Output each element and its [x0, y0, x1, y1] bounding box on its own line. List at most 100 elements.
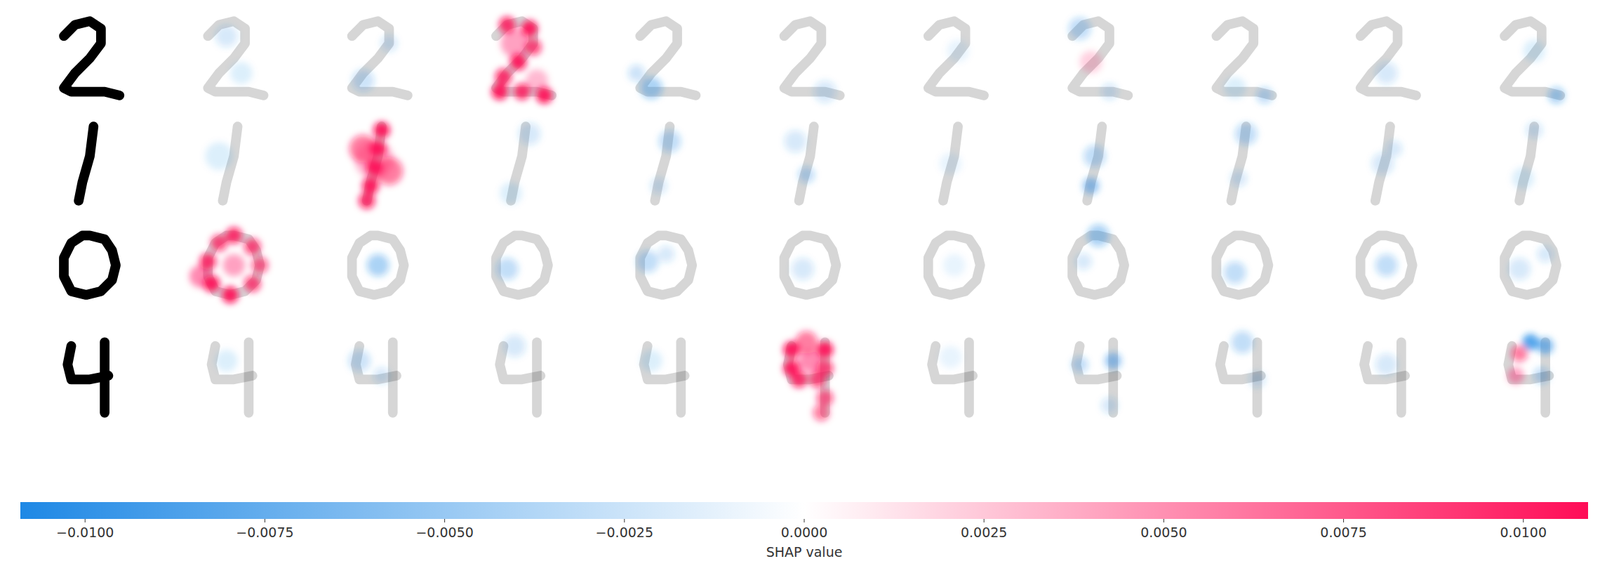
digit-stroke: [1360, 21, 1417, 96]
shap-overlay: [1375, 352, 1398, 376]
shap-overlay: [814, 80, 837, 104]
shap-overlay: [1068, 17, 1118, 101]
shap-blob: [1071, 355, 1089, 373]
shap-blob: [1375, 254, 1398, 277]
shap-overlay: [1231, 331, 1266, 389]
shap-image: [1082, 126, 1106, 201]
shap-blob: [518, 122, 542, 146]
shap-blob: [1104, 352, 1122, 370]
shap-overlay: [349, 122, 404, 210]
shap-blob: [1548, 87, 1565, 104]
colorbar-tick: [264, 518, 266, 523]
original-image: [63, 235, 116, 295]
shap-blobs: [1371, 140, 1403, 175]
shap-overlay: [1512, 122, 1544, 190]
shap-blob: [1101, 396, 1118, 414]
shap-blob: [204, 142, 233, 171]
shap-image: [784, 126, 816, 201]
colorbar-tick-label: −0.0100: [56, 524, 114, 540]
digit-stroke: [63, 21, 120, 96]
shap-image: [1371, 126, 1403, 201]
shap-blob: [1249, 370, 1266, 388]
shap-image: [1360, 235, 1413, 295]
shap-image: [1504, 235, 1557, 295]
shap-blobs: [349, 122, 404, 210]
colorbar-tick: [1343, 518, 1344, 523]
original-image: [78, 126, 94, 201]
shap-blob: [1068, 17, 1092, 40]
shap-blobs: [1223, 261, 1247, 284]
shap-blob: [1230, 169, 1248, 187]
shap-blob: [215, 24, 238, 48]
shap-image: [348, 341, 397, 412]
shap-blob: [1223, 76, 1247, 99]
colorbar: [20, 501, 1589, 519]
shap-image: [207, 21, 264, 96]
shap-image: [640, 341, 685, 412]
shap-blobs: [189, 227, 269, 304]
shap-blob: [251, 256, 269, 274]
shap-blobs: [215, 349, 238, 372]
shap-blob: [939, 345, 963, 369]
shap-overlay: [1223, 76, 1273, 104]
colorbar-tick-label: −0.0025: [595, 524, 654, 540]
digit-stroke: [1504, 21, 1560, 96]
shap-blob: [367, 254, 390, 277]
shap-overlay: [1075, 224, 1110, 271]
shap-image: [496, 235, 549, 295]
shap-blobs: [628, 64, 663, 99]
shap-blob: [221, 286, 239, 304]
colorbar-tick-label: 0.0025: [960, 524, 1008, 540]
shap-blobs: [503, 334, 526, 358]
colorbar-tick-label: 0.0075: [1320, 524, 1367, 540]
shap-overlay: [215, 24, 253, 85]
shap-image: [189, 227, 269, 304]
shap-blob: [939, 152, 963, 175]
shap-blob: [225, 227, 243, 245]
shap-image: [628, 21, 696, 99]
shap-overlay: [1375, 254, 1398, 277]
shap-blobs: [943, 254, 966, 277]
digit-stroke: [78, 126, 94, 201]
shap-blob: [1080, 50, 1103, 73]
shap-image: [1071, 341, 1122, 414]
shap-blob: [222, 254, 245, 277]
shap-blob: [1533, 367, 1551, 384]
shap-image: [784, 235, 837, 295]
shap-blob: [244, 237, 262, 255]
shap-image: [1512, 122, 1544, 201]
shap-overlay: [946, 40, 970, 63]
shap-blob: [1512, 167, 1535, 190]
shap-blob: [491, 83, 509, 101]
shap-blobs: [352, 35, 398, 92]
shap-blob: [499, 181, 523, 205]
colorbar-tick-label: 0.0000: [781, 524, 828, 540]
colorbar-tick-label: 0.0050: [1140, 524, 1187, 540]
shap-blob: [1508, 257, 1531, 280]
shap-blob: [946, 40, 970, 63]
shap-blob: [1087, 224, 1110, 248]
shap-image: [499, 334, 541, 413]
shap-image: [1364, 341, 1405, 412]
shap-blobs: [783, 331, 833, 422]
digit-stroke: [1216, 235, 1269, 295]
shap-blob: [503, 334, 526, 358]
shap-overlay: [783, 331, 833, 422]
shap-image: [1216, 21, 1273, 104]
shap-blob: [791, 257, 815, 280]
colorbar-label: SHAP value: [766, 543, 843, 560]
shap-image: [784, 21, 840, 103]
shap-blobs: [814, 80, 837, 104]
digit-stroke: [1396, 341, 1407, 412]
shap-blob: [657, 245, 675, 263]
shap-blobs: [636, 245, 675, 273]
shap-blobs: [496, 257, 519, 280]
shap-blobs: [348, 349, 390, 384]
shap-overlay: [215, 349, 238, 372]
shap-blobs: [1522, 40, 1565, 104]
shap-blobs: [367, 254, 390, 277]
shap-blobs: [1075, 224, 1110, 271]
shap-overlay: [1371, 140, 1403, 175]
shap-blob: [795, 331, 818, 354]
shap-blobs: [1230, 122, 1257, 187]
